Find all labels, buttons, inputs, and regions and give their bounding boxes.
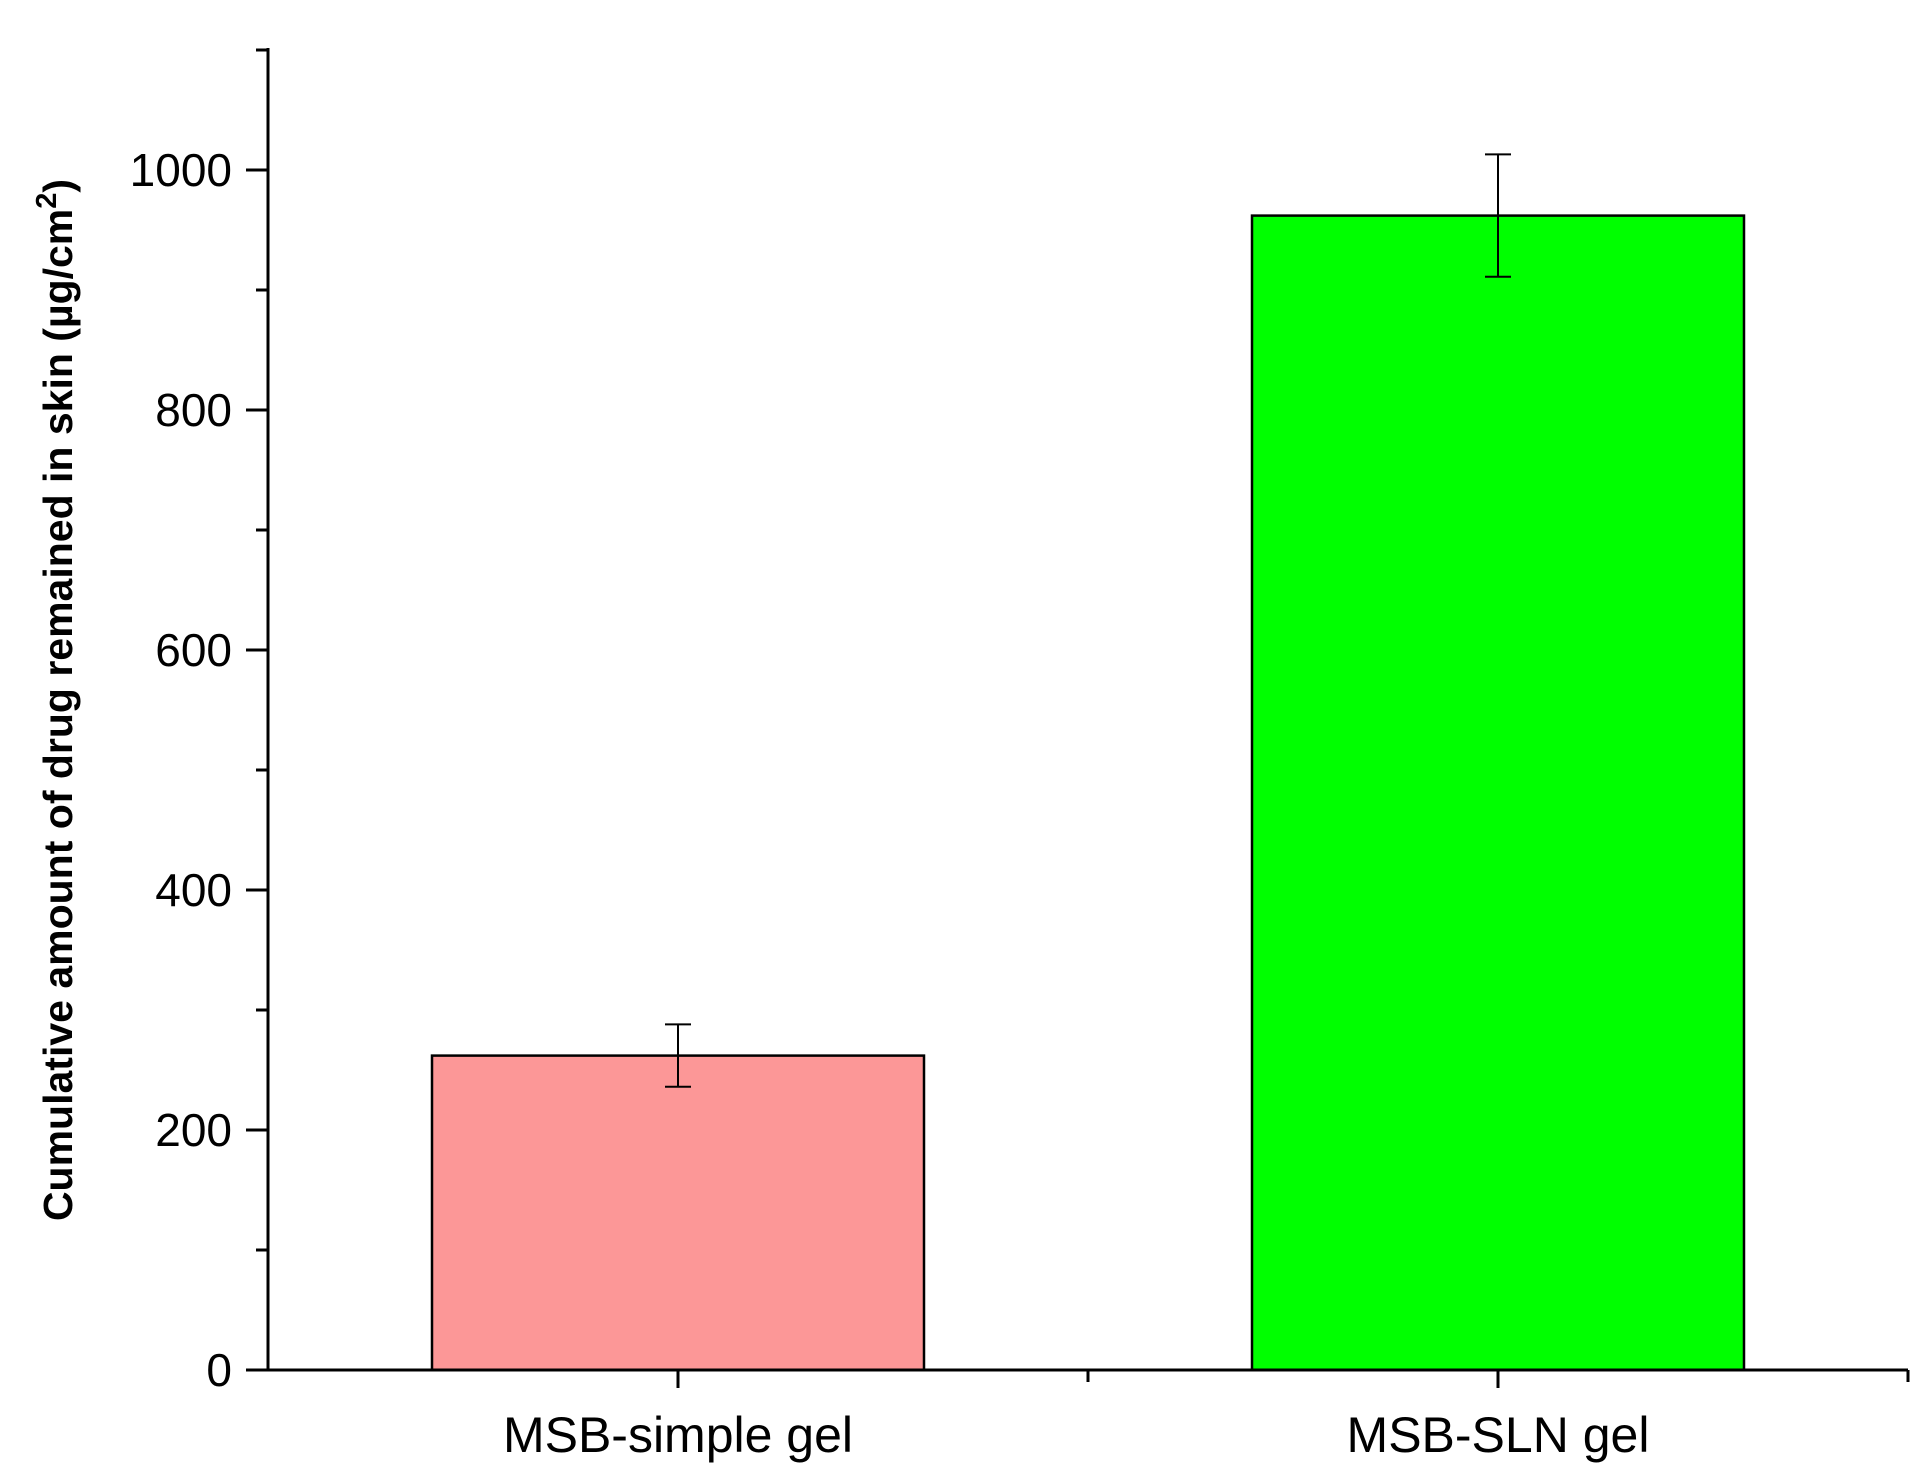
y-ticks-layer: 0 200 400 600 800 1000 [130, 48, 268, 1396]
y-tick-label: 200 [155, 1104, 232, 1156]
y-tick-label: 600 [155, 624, 232, 676]
y-axis-title: Cumulative amount of drug remained in sk… [31, 179, 81, 1221]
x-category-label: MSB-simple gel [503, 1407, 853, 1463]
y-axis-title-suffix: ) [35, 179, 81, 193]
error-bars-layer [665, 153, 1511, 1088]
y-axis-title-superscript: 2 [31, 193, 63, 209]
bars-layer [430, 214, 1746, 1372]
y-axis-title-main: Cumulative amount of drug remained in sk… [35, 209, 81, 1221]
y-tick-label: 800 [155, 384, 232, 436]
bar [430, 1054, 926, 1372]
x-category-label: MSB-SLN gel [1347, 1407, 1650, 1463]
y-tick-label: 1000 [130, 144, 232, 196]
bar [1250, 214, 1746, 1372]
y-tick-label: 0 [206, 1344, 232, 1396]
x-ticks-layer: MSB-simple gel MSB-SLN gel [503, 1370, 1910, 1463]
y-tick-label: 400 [155, 864, 232, 916]
